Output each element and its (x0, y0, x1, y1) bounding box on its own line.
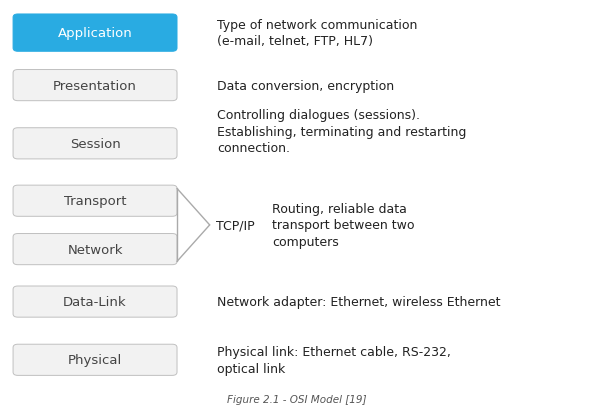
FancyBboxPatch shape (13, 186, 177, 217)
Text: Transport: Transport (64, 195, 127, 208)
Text: Figure 2.1 - OSI Model [19]: Figure 2.1 - OSI Model [19] (228, 394, 366, 404)
Text: Physical link: Ethernet cable, RS-232,
optical link: Physical link: Ethernet cable, RS-232, o… (217, 345, 451, 375)
FancyBboxPatch shape (13, 286, 177, 317)
Text: Controlling dialogues (sessions).
Establishing, terminating and restarting
conne: Controlling dialogues (sessions). Establ… (217, 109, 466, 155)
FancyBboxPatch shape (13, 234, 177, 265)
Text: TCP/IP: TCP/IP (216, 219, 254, 232)
Text: Network: Network (67, 243, 123, 256)
FancyBboxPatch shape (13, 344, 177, 375)
Text: Session: Session (69, 137, 121, 151)
Text: Data conversion, encryption: Data conversion, encryption (217, 79, 394, 92)
FancyBboxPatch shape (13, 128, 177, 160)
Text: Routing, reliable data
transport between two
computers: Routing, reliable data transport between… (272, 202, 415, 248)
Text: Physical: Physical (68, 353, 122, 366)
Text: Network adapter: Ethernet, wireless Ethernet: Network adapter: Ethernet, wireless Ethe… (217, 295, 500, 308)
Text: Type of network communication
(e-mail, telnet, FTP, HL7): Type of network communication (e-mail, t… (217, 19, 417, 48)
FancyBboxPatch shape (13, 70, 177, 101)
Text: Data-Link: Data-Link (63, 295, 127, 308)
Text: Application: Application (58, 27, 132, 40)
Text: Presentation: Presentation (53, 79, 137, 92)
FancyBboxPatch shape (13, 15, 177, 52)
